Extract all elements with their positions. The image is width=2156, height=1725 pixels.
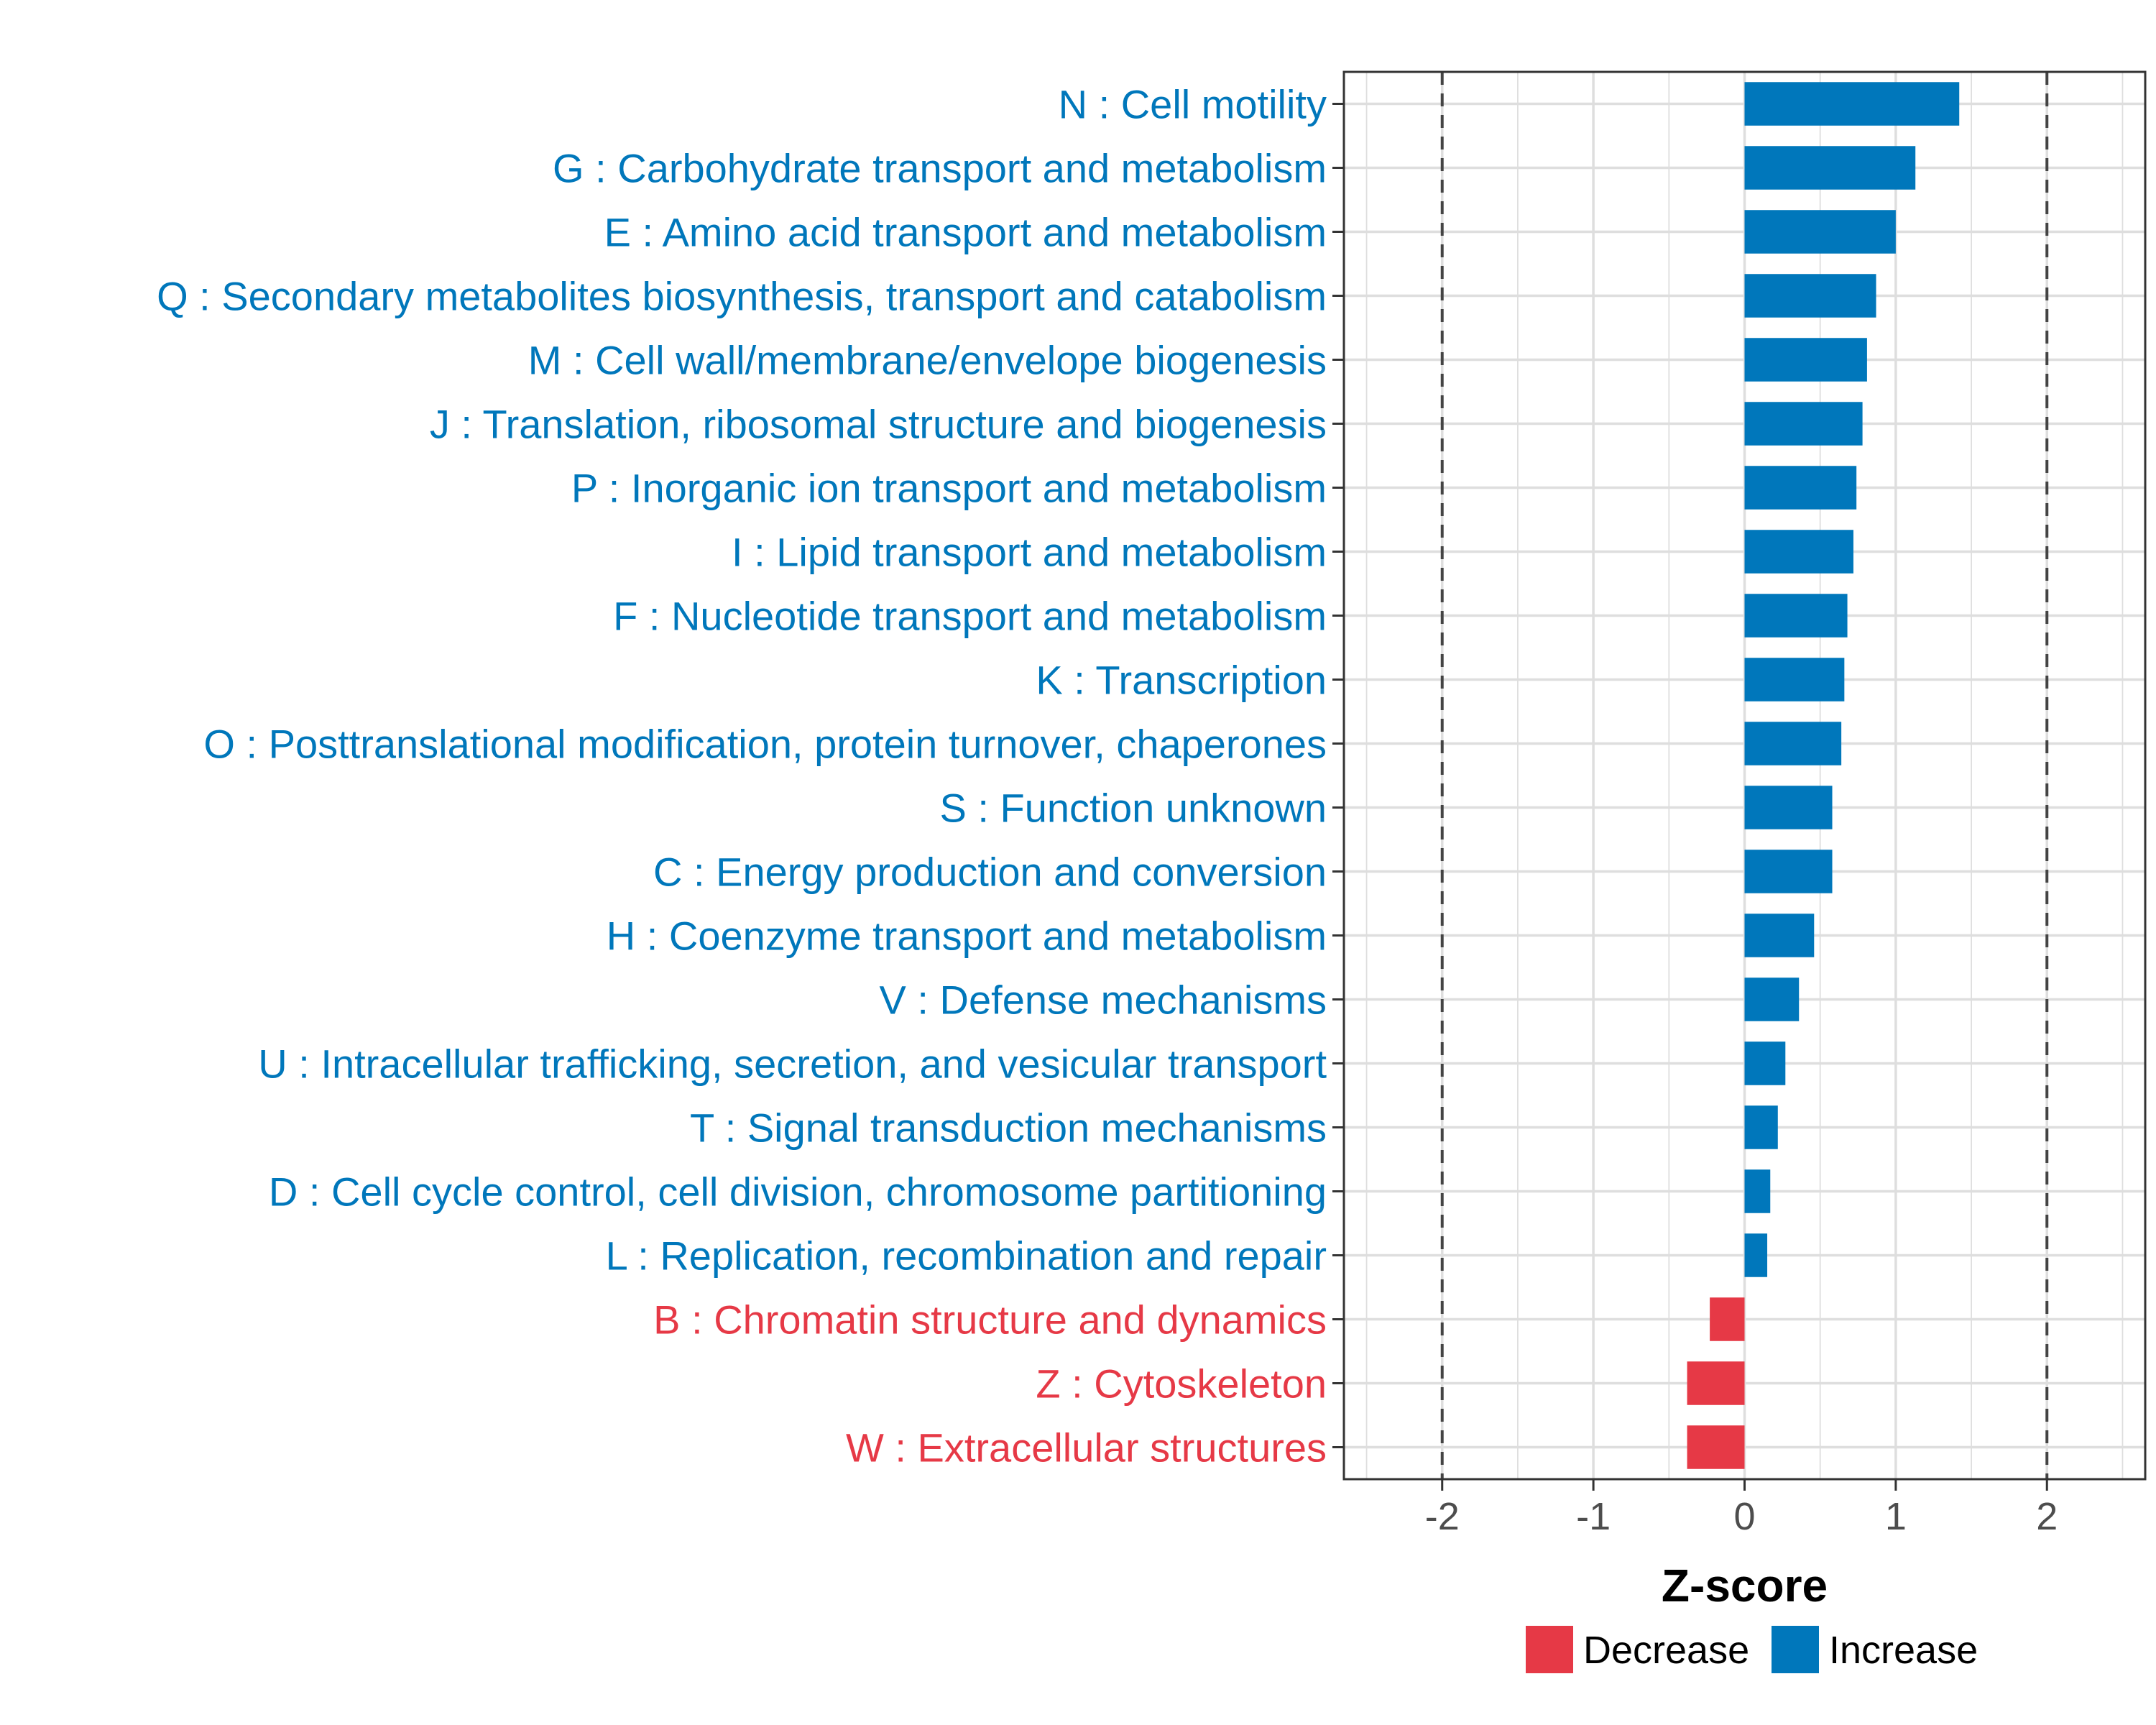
category-label: N : Cell motility	[1059, 82, 1327, 127]
category-label: U : Intracellular trafficking, secretion…	[258, 1041, 1327, 1087]
bar	[1744, 914, 1815, 957]
legend-label-decrease: Decrease	[1583, 1629, 1749, 1672]
category-label: D : Cell cycle control, cell division, c…	[269, 1169, 1327, 1215]
bar	[1744, 274, 1876, 318]
bar	[1744, 786, 1833, 829]
bar	[1744, 82, 1960, 126]
bar	[1744, 978, 1800, 1021]
x-axis: -2 -1 0 1 2	[1425, 1479, 2058, 1538]
bar	[1744, 722, 1842, 765]
bar	[1744, 594, 1848, 638]
bar	[1710, 1297, 1745, 1341]
legend: Decrease Increase	[1526, 1626, 1978, 1673]
category-label: H : Coenzyme transport and metabolism	[607, 914, 1327, 959]
category-label: G : Carbohydrate transport and metabolis…	[553, 146, 1327, 191]
x-tick-label: 1	[1885, 1495, 1907, 1538]
category-label: C : Energy production and conversion	[653, 850, 1327, 895]
bar	[1744, 1169, 1771, 1213]
category-label: J : Translation, ribosomal structure and…	[430, 402, 1327, 447]
category-label: S : Function unknown	[939, 786, 1327, 831]
bar	[1744, 1105, 1778, 1149]
bars	[1687, 82, 1960, 1469]
bar	[1687, 1425, 1745, 1469]
bar	[1744, 338, 1867, 382]
y-axis: N : Cell motility G : Carbohydrate transp…	[157, 82, 1344, 1471]
category-label: B : Chromatin structure and dynamics	[653, 1297, 1327, 1343]
bar	[1744, 1041, 1786, 1085]
bar	[1687, 1361, 1745, 1405]
bar	[1744, 146, 1916, 190]
bar	[1744, 658, 1845, 702]
category-label: T : Signal transduction mechanisms	[690, 1105, 1327, 1151]
x-tick-label: 2	[2036, 1495, 2058, 1538]
x-tick-label: -2	[1425, 1495, 1460, 1538]
category-label: O : Posttranslational modification, prot…	[203, 722, 1327, 767]
category-label: V : Defense mechanisms	[880, 978, 1327, 1023]
category-label: P : Inorganic ion transport and metaboli…	[571, 466, 1327, 511]
category-label: F : Nucleotide transport and metabolism	[613, 594, 1327, 639]
category-label: W : Extracellular structures	[846, 1425, 1327, 1471]
bar	[1744, 1233, 1768, 1277]
category-label: E : Amino acid transport and metabolism	[604, 210, 1327, 255]
category-label: L : Replication, recombination and repai…	[606, 1233, 1327, 1279]
legend-key-increase	[1772, 1626, 1819, 1673]
category-label: I : Lipid transport and metabolism	[732, 530, 1327, 575]
bar	[1744, 402, 1863, 446]
category-label: M : Cell wall/membrane/envelope biogenes…	[528, 338, 1327, 383]
x-tick-label: 0	[1733, 1495, 1755, 1538]
bar	[1744, 850, 1833, 893]
bar	[1744, 530, 1853, 574]
reference-lines	[1440, 72, 2049, 1479]
x-tick-label: -1	[1576, 1495, 1611, 1538]
bar	[1744, 210, 1896, 254]
legend-label-increase: Increase	[1829, 1629, 1978, 1672]
x-axis-title: Z-score	[1662, 1560, 1828, 1611]
legend-key-decrease	[1526, 1626, 1573, 1673]
category-label: Z : Cytoskeleton	[1036, 1361, 1327, 1407]
category-label: Q : Secondary metabolites biosynthesis, …	[157, 274, 1327, 319]
category-label: K : Transcription	[1036, 658, 1327, 703]
bar	[1744, 466, 1857, 510]
